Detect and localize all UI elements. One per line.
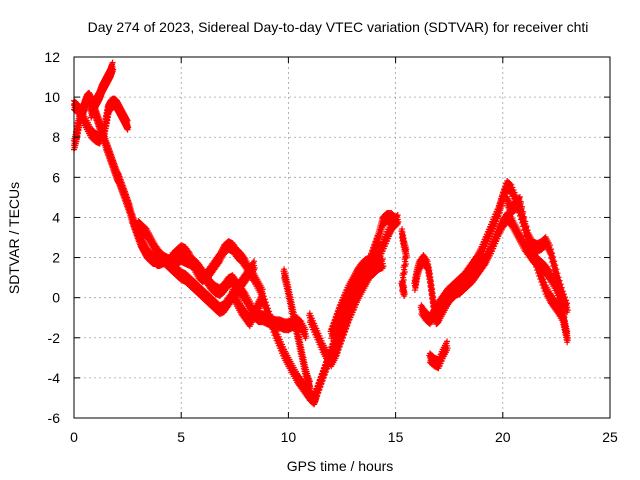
data-point: [109, 59, 116, 66]
series-3: [134, 218, 258, 318]
series-7: [306, 256, 387, 370]
series-2: [87, 59, 117, 121]
chart-title: Day 274 of 2023, Sidereal Day-to-day VTE…: [88, 19, 589, 35]
data-point: [251, 258, 258, 265]
data-points: [71, 59, 571, 408]
data-point: [302, 335, 309, 342]
data-point: [109, 68, 116, 75]
data-point: [124, 126, 131, 133]
series-9: [398, 226, 410, 300]
series-1: [71, 95, 132, 147]
data-point: [124, 117, 131, 124]
data-point: [302, 326, 309, 333]
